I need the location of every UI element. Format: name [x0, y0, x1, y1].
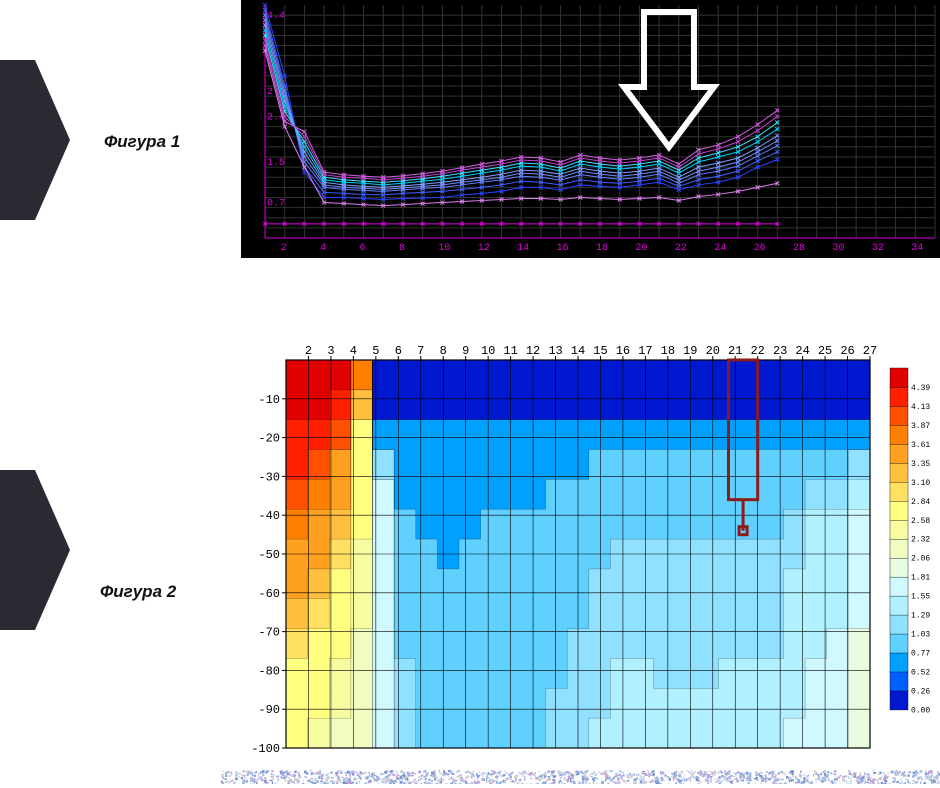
- svg-text:-20: -20: [258, 432, 280, 446]
- svg-text:4: 4: [350, 344, 357, 358]
- svg-text:2.84: 2.84: [911, 498, 930, 507]
- svg-text:27: 27: [863, 344, 877, 358]
- svg-text:12: 12: [526, 344, 540, 358]
- svg-text:-30: -30: [258, 470, 280, 484]
- svg-text:4: 4: [320, 243, 326, 254]
- svg-text:1.29: 1.29: [911, 612, 930, 621]
- svg-text:12: 12: [478, 243, 490, 254]
- svg-text:14: 14: [571, 344, 585, 358]
- svg-text:16: 16: [557, 243, 569, 254]
- svg-text:22: 22: [750, 344, 764, 358]
- svg-text:26: 26: [754, 243, 766, 254]
- svg-text:3.10: 3.10: [911, 479, 930, 488]
- svg-text:26: 26: [840, 344, 854, 358]
- svg-text:11: 11: [503, 344, 517, 358]
- svg-text:-80: -80: [258, 664, 280, 678]
- svg-text:21: 21: [728, 344, 742, 358]
- pointer-2: [0, 470, 70, 630]
- svg-text:2: 2: [281, 243, 287, 254]
- chart-2: 2345678910111213141516171819202122232425…: [240, 338, 940, 758]
- svg-text:14: 14: [517, 243, 529, 254]
- svg-text:2.06: 2.06: [911, 555, 930, 564]
- svg-text:30: 30: [832, 243, 844, 254]
- svg-text:1.55: 1.55: [911, 593, 930, 602]
- svg-text:-100: -100: [251, 742, 280, 756]
- svg-text:4.39: 4.39: [911, 384, 930, 393]
- svg-text:34: 34: [911, 243, 923, 254]
- svg-text:3: 3: [327, 344, 334, 358]
- svg-text:3.35: 3.35: [911, 460, 930, 469]
- figure-1-label: Фигура 1: [104, 132, 180, 152]
- svg-text:22: 22: [675, 243, 687, 254]
- pointer-1: [0, 60, 70, 220]
- svg-text:6: 6: [395, 344, 402, 358]
- svg-text:9: 9: [462, 344, 469, 358]
- svg-text:20: 20: [706, 344, 720, 358]
- svg-text:2.32: 2.32: [911, 536, 930, 545]
- svg-text:-90: -90: [258, 703, 280, 717]
- svg-text:0.52: 0.52: [911, 669, 930, 678]
- svg-text:25: 25: [818, 344, 832, 358]
- svg-text:-70: -70: [258, 626, 280, 640]
- svg-text:16: 16: [616, 344, 630, 358]
- svg-text:0.00: 0.00: [911, 706, 930, 715]
- svg-text:28: 28: [793, 243, 805, 254]
- figure-2-label: Фигура 2: [100, 582, 176, 602]
- svg-text:19: 19: [683, 344, 697, 358]
- svg-text:24: 24: [795, 344, 809, 358]
- svg-text:4.13: 4.13: [911, 403, 930, 412]
- chart-1: 0.71.52.42.94.42468101214161820222426283…: [241, 0, 940, 258]
- svg-text:10: 10: [481, 344, 495, 358]
- svg-text:-40: -40: [258, 509, 280, 523]
- svg-text:1.03: 1.03: [911, 631, 930, 640]
- svg-text:0.26: 0.26: [911, 687, 930, 696]
- svg-text:24: 24: [714, 243, 726, 254]
- svg-text:2: 2: [305, 344, 312, 358]
- svg-text:7: 7: [417, 344, 424, 358]
- svg-text:-10: -10: [258, 393, 280, 407]
- svg-text:0.77: 0.77: [911, 650, 930, 659]
- svg-text:10: 10: [438, 243, 450, 254]
- svg-text:32: 32: [872, 243, 884, 254]
- svg-text:0.7: 0.7: [267, 199, 285, 210]
- svg-text:13: 13: [548, 344, 562, 358]
- svg-text:8: 8: [399, 243, 405, 254]
- svg-text:17: 17: [638, 344, 652, 358]
- svg-text:15: 15: [593, 344, 607, 358]
- svg-text:1.5: 1.5: [267, 158, 285, 169]
- svg-text:-50: -50: [258, 548, 280, 562]
- svg-text:6: 6: [360, 243, 366, 254]
- svg-text:-60: -60: [258, 587, 280, 601]
- noise-strip: [220, 770, 940, 784]
- svg-text:5: 5: [372, 344, 379, 358]
- svg-text:1.81: 1.81: [911, 574, 930, 583]
- svg-text:3.87: 3.87: [911, 422, 930, 431]
- svg-text:18: 18: [596, 243, 608, 254]
- svg-text:20: 20: [635, 243, 647, 254]
- svg-text:18: 18: [661, 344, 675, 358]
- svg-text:3.61: 3.61: [911, 441, 930, 450]
- svg-text:23: 23: [773, 344, 787, 358]
- svg-text:8: 8: [440, 344, 447, 358]
- svg-text:2.58: 2.58: [911, 517, 930, 526]
